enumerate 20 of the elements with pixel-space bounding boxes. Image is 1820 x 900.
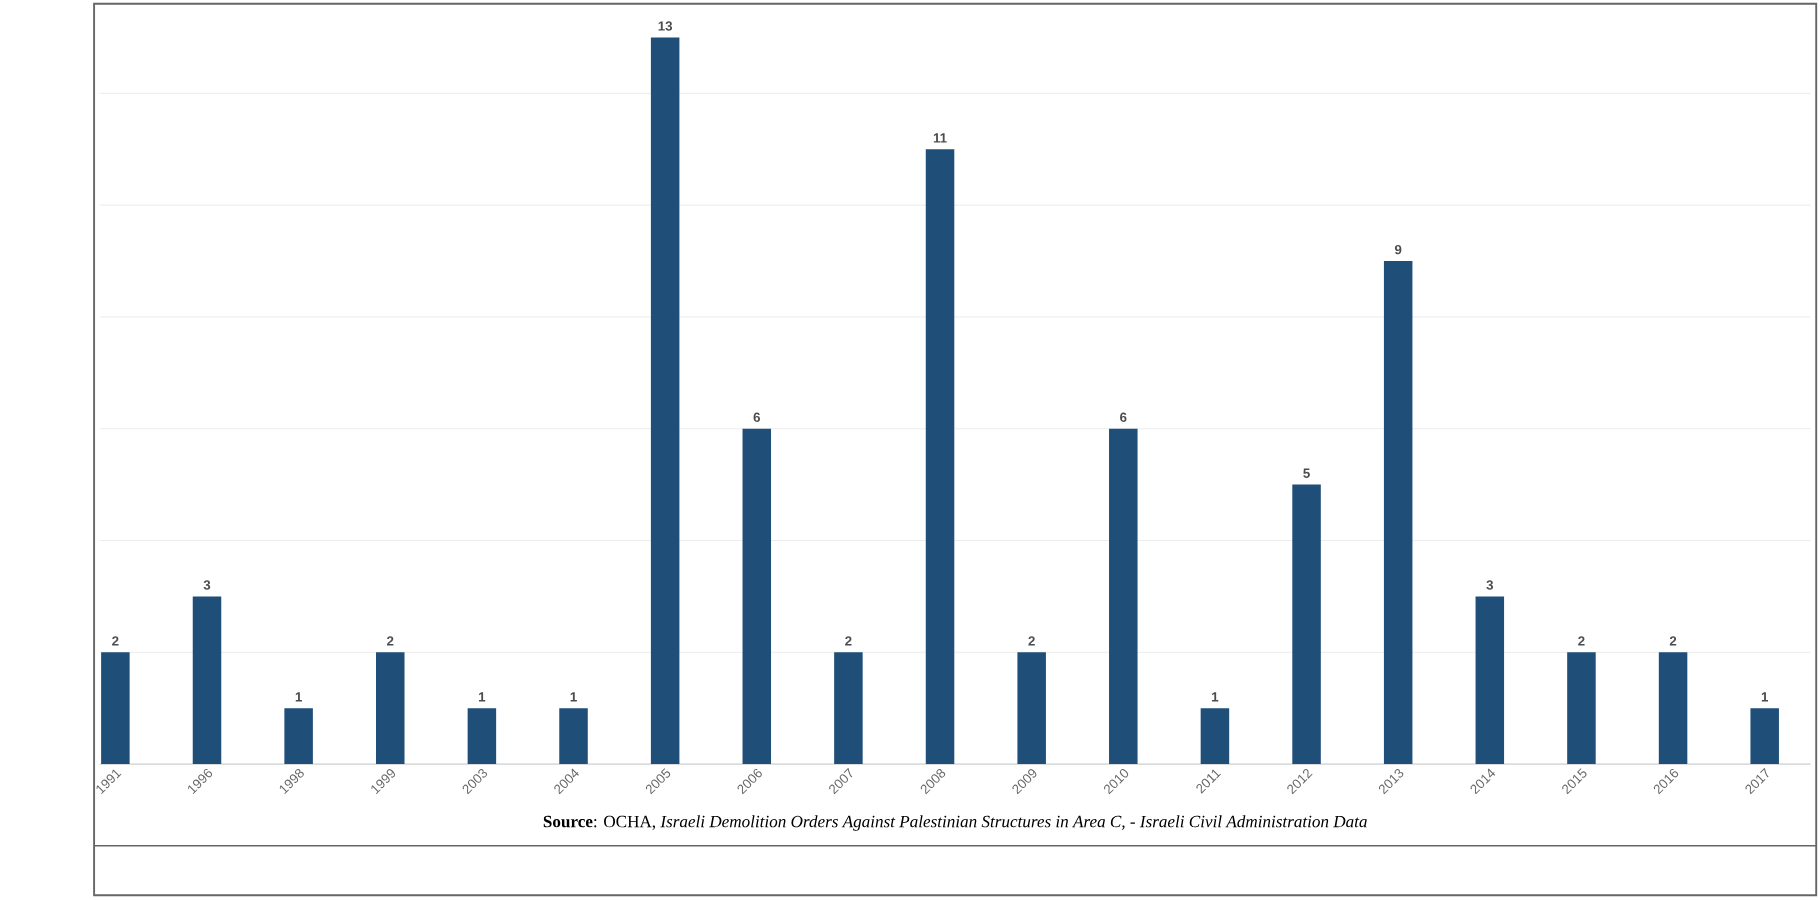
- bar: [1109, 429, 1138, 765]
- bar: [1383, 261, 1413, 765]
- bar: [1200, 708, 1230, 765]
- bar: [192, 596, 222, 765]
- bar: [1750, 708, 1779, 765]
- bar: [650, 37, 680, 765]
- bar: [101, 652, 130, 765]
- bar: [559, 708, 588, 765]
- bar: [467, 708, 497, 765]
- bar: [742, 429, 772, 765]
- bar: [1292, 485, 1321, 765]
- bar: [1475, 596, 1505, 765]
- bar: [1658, 652, 1688, 765]
- bar: [1567, 652, 1596, 765]
- bar: [284, 708, 313, 765]
- bar: [834, 652, 863, 765]
- text: Source: OCHA, Israeli Demolition Orders Against Palestinian Structures in Area C, - Israeli Civil Administration Data: [543, 815, 1367, 832]
- bar: [1017, 652, 1046, 765]
- bar: [925, 149, 955, 765]
- bar: [376, 652, 405, 765]
